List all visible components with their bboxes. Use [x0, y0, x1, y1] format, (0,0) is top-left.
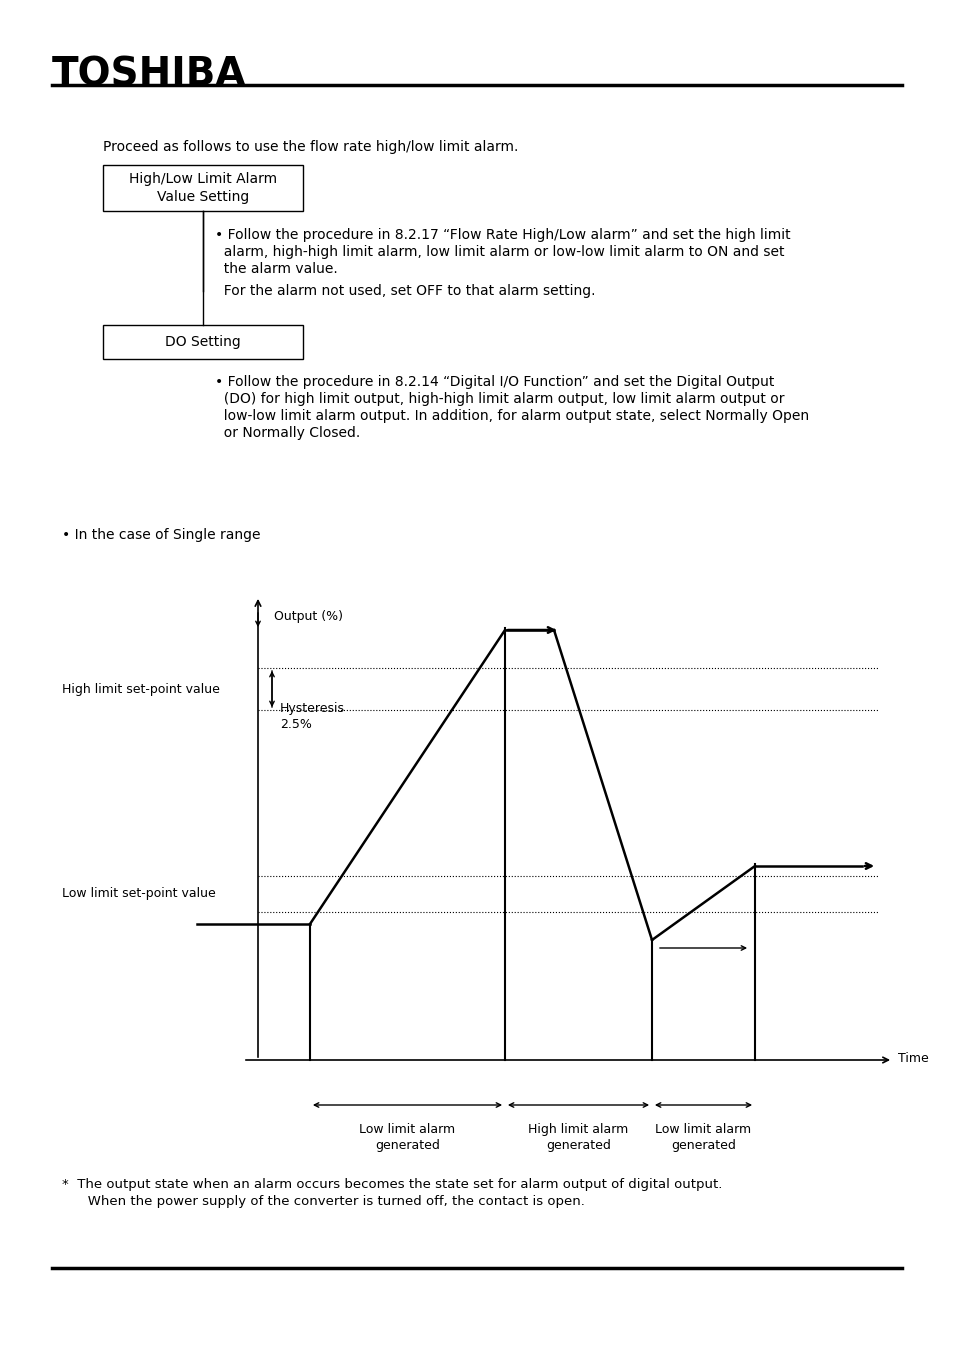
- Text: low-low limit alarm output. In addition, for alarm output state, select Normally: low-low limit alarm output. In addition,…: [214, 409, 808, 423]
- Bar: [103, 165, 303, 211]
- Bar: [103, 325, 303, 359]
- Text: When the power supply of the converter is turned off, the contact is open.: When the power supply of the converter i…: [75, 1195, 584, 1208]
- Text: Proceed as follows to use the flow rate high/low limit alarm.: Proceed as follows to use the flow rate …: [103, 140, 517, 154]
- Text: DO Setting: DO Setting: [165, 335, 240, 350]
- Text: Low limit alarm
generated: Low limit alarm generated: [655, 1123, 751, 1153]
- Text: Low limit set-point value: Low limit set-point value: [62, 887, 215, 900]
- Text: alarm, high-high limit alarm, low limit alarm or low-low limit alarm to ON and s: alarm, high-high limit alarm, low limit …: [214, 244, 783, 259]
- Text: or Normally Closed.: or Normally Closed.: [214, 427, 360, 440]
- Text: (DO) for high limit output, high-high limit alarm output, low limit alarm output: (DO) for high limit output, high-high li…: [214, 392, 783, 406]
- Text: TOSHIBA: TOSHIBA: [52, 55, 246, 93]
- Text: • In the case of Single range: • In the case of Single range: [62, 528, 260, 541]
- Text: • Follow the procedure in 8.2.14 “Digital I/O Function” and set the Digital Outp: • Follow the procedure in 8.2.14 “Digita…: [214, 375, 774, 389]
- Text: High/Low Limit Alarm
Value Setting: High/Low Limit Alarm Value Setting: [129, 171, 276, 204]
- Text: Low limit alarm
generated: Low limit alarm generated: [359, 1123, 456, 1153]
- Text: Hysteresis
2.5%: Hysteresis 2.5%: [280, 702, 345, 732]
- Text: the alarm value.: the alarm value.: [214, 262, 337, 275]
- Text: For the alarm not used, set OFF to that alarm setting.: For the alarm not used, set OFF to that …: [214, 284, 595, 298]
- Text: High limit alarm
generated: High limit alarm generated: [528, 1123, 628, 1153]
- Text: • Follow the procedure in 8.2.17 “Flow Rate High/Low alarm” and set the high lim: • Follow the procedure in 8.2.17 “Flow R…: [214, 228, 790, 242]
- Text: High limit set-point value: High limit set-point value: [62, 683, 219, 695]
- Text: Time: Time: [897, 1052, 928, 1065]
- Text: *  The output state when an alarm occurs becomes the state set for alarm output : * The output state when an alarm occurs …: [62, 1179, 721, 1191]
- Text: Output (%): Output (%): [274, 610, 343, 622]
